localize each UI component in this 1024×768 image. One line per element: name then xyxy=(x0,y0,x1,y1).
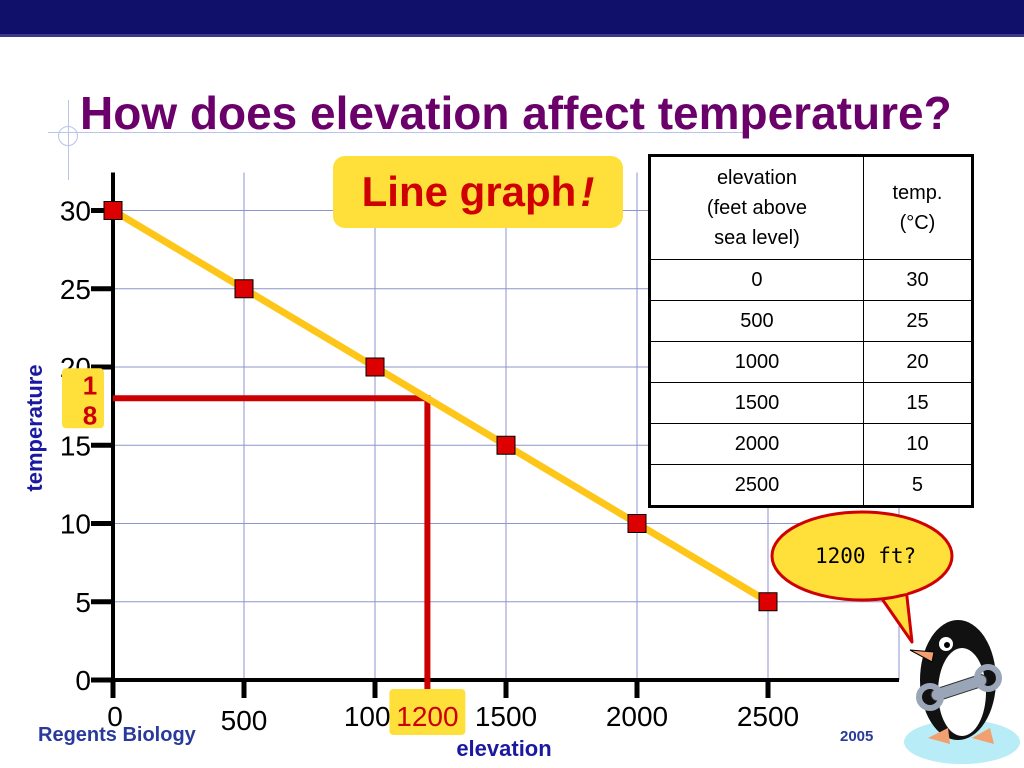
bubble-text: 1200 ft? xyxy=(815,544,917,568)
table-row: 500 25 xyxy=(649,300,974,342)
cell-elevation: 2500 xyxy=(649,464,864,507)
crosshair-ornament xyxy=(58,126,78,146)
data-table: elevation (feet above sea level) temp. (… xyxy=(648,154,974,508)
table-header-row: elevation (feet above sea level) temp. (… xyxy=(649,155,974,260)
cell-elevation: 0 xyxy=(649,259,864,301)
footer-course: Regents Biology xyxy=(38,724,196,746)
header-elevation-line: (feet above xyxy=(706,197,807,219)
table-row: 1500 15 xyxy=(649,382,974,424)
y-tick-label: 10 xyxy=(60,509,91,540)
y-tick-label: 30 xyxy=(60,196,91,227)
title-rule xyxy=(48,132,748,133)
data-point xyxy=(627,514,647,533)
banner-underline xyxy=(0,34,1024,37)
y-annotation-label: 1 xyxy=(83,370,97,400)
x-annotation-label: 1200 xyxy=(396,701,458,732)
cell-elevation: 1500 xyxy=(649,382,864,424)
y-annotation-label: 8 xyxy=(83,400,97,430)
x-tick-label: 0 xyxy=(107,701,123,732)
top-banner xyxy=(0,0,1024,34)
cell-elevation: 2000 xyxy=(649,423,864,465)
header-elevation-line: sea level) xyxy=(714,227,800,249)
header-temp: temp. (°C) xyxy=(862,155,974,260)
table-row: 0 30 xyxy=(649,259,974,301)
y-tick-label: 25 xyxy=(60,274,91,305)
header-temp-line: (°C) xyxy=(899,212,936,234)
slide-title: How does elevation affect temperature? xyxy=(80,87,952,139)
cell-temp: 10 xyxy=(862,423,974,465)
cell-elevation: 500 xyxy=(649,300,864,342)
x-tick-label: 2500 xyxy=(737,701,799,732)
x-tick-label: 500 xyxy=(221,705,268,736)
table-row: 1000 20 xyxy=(649,341,974,383)
y-tick-label: 5 xyxy=(75,587,91,618)
badge-label: Line graph xyxy=(361,168,577,215)
x-tick-label: 1500 xyxy=(475,701,537,732)
y-annotation-box xyxy=(62,368,104,429)
series-line xyxy=(109,207,772,606)
table-row: 2000 10 xyxy=(649,423,974,465)
header-elevation-line: elevation xyxy=(716,167,797,189)
x-tick-label: 2000 xyxy=(606,701,668,732)
data-point xyxy=(758,592,778,612)
x-annotation-box xyxy=(389,689,466,735)
y-axis-title: temperature xyxy=(22,364,47,491)
footer-year: 2005 xyxy=(840,728,874,745)
y-tick-label: 15 xyxy=(60,430,91,461)
y-tick-label: 0 xyxy=(75,665,91,696)
data-point xyxy=(234,279,254,299)
line-graph-badge: Line graph! xyxy=(333,156,623,228)
cell-temp: 5 xyxy=(862,464,974,507)
header-elevation: elevation (feet above sea level) xyxy=(649,155,864,260)
data-point xyxy=(103,201,123,220)
x-axis-title: elevation xyxy=(456,736,551,761)
badge-exclaim: ! xyxy=(580,168,595,215)
header-temp-line: temp. xyxy=(892,182,943,204)
data-point xyxy=(365,357,385,377)
data-point xyxy=(496,435,516,455)
table-row: 2500 5 xyxy=(649,464,974,507)
